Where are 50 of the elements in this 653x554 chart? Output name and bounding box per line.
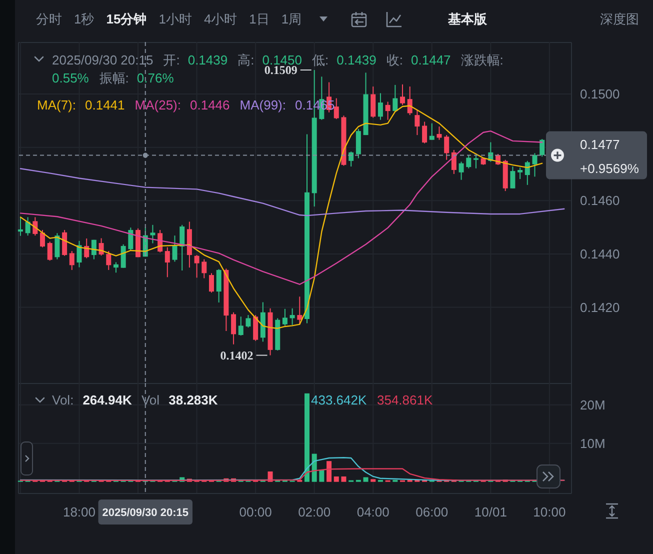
y-tick-label: 0.1500 — [580, 86, 620, 102]
text: MA(99): — [240, 98, 286, 113]
annotation: 433.642K — [311, 392, 367, 408]
annotation: 收: — [386, 52, 404, 68]
annotation: 0.1402 — [220, 348, 254, 362]
annotation: 0.76% — [136, 70, 174, 86]
text: 1日 — [249, 12, 270, 27]
x-tick-label: 02:00 — [298, 504, 331, 520]
annotation: 0.1446 — [190, 98, 230, 113]
x-tick-label: 10/01 — [474, 504, 507, 520]
y-tick-label: 10M — [580, 436, 606, 451]
x-tick-label: 04:00 — [356, 504, 390, 520]
annotation: Vol: — [52, 392, 74, 408]
annotation: 0.1509 — [264, 63, 298, 78]
annotation: 低: — [312, 52, 329, 68]
annotation: Vol — [141, 392, 160, 408]
annotation: 高: — [238, 52, 254, 68]
annotation: 开: — [163, 52, 180, 68]
ref-line-label: 2025/09/30 20:15 — [102, 506, 188, 519]
text: 4小时 — [204, 12, 238, 27]
annotation: 38.283K — [168, 392, 218, 408]
x-tick-label: 10:00 — [533, 504, 566, 520]
annotation: 354.861K — [376, 392, 433, 408]
annotation: 0.1447 — [411, 52, 451, 68]
annotation: 0.55% — [52, 70, 90, 86]
text: 深度图 — [600, 12, 639, 27]
annotation: 振幅: — [99, 70, 129, 86]
text: MA(25): — [134, 98, 181, 113]
text: 15分钟 — [106, 12, 147, 27]
annotation: 0.1439 — [336, 52, 376, 68]
text: 0.1477 — [580, 136, 620, 152]
annotation: 2025/09/30 20:15 — [52, 52, 154, 68]
text: 1小时 — [158, 12, 192, 27]
x-tick-label: 00:00 — [239, 504, 272, 520]
text: 基本版 — [447, 12, 488, 27]
y-tick-label: 0.1440 — [580, 246, 620, 262]
x-tick-label: 06:00 — [416, 504, 448, 520]
annotation: 涨跌幅: — [460, 52, 504, 68]
text: 1秒 — [74, 12, 94, 27]
text: +0.9569% — [580, 160, 640, 176]
y-tick-label: 0.1420 — [580, 300, 620, 315]
y-tick-label: 0.1460 — [580, 193, 620, 208]
text: 分时 — [36, 12, 62, 27]
text: MA(7): — [37, 98, 76, 113]
annotation: 264.94K — [82, 392, 132, 408]
y-tick-label: 20M — [580, 397, 606, 412]
text: 1周 — [281, 12, 302, 27]
annotation: 0.1439 — [188, 52, 228, 68]
annotation: 0.1441 — [85, 98, 125, 113]
x-tick-label: 18:00 — [62, 504, 96, 520]
